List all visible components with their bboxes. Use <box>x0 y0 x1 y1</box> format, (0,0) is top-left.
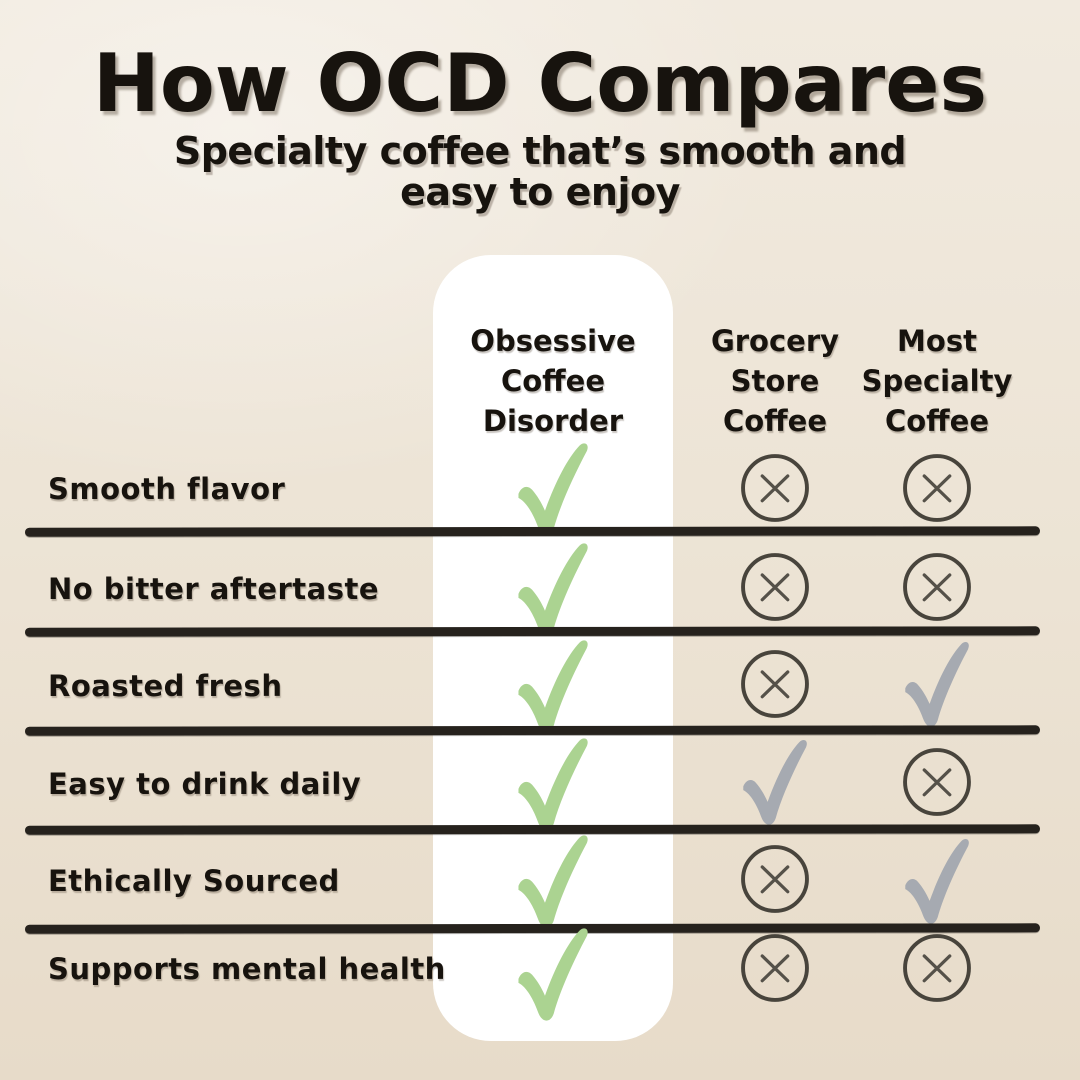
row-divider <box>24 626 1041 637</box>
table-cell <box>740 843 811 915</box>
subtitle-line-2: easy to enjoy <box>400 170 680 214</box>
check-icon <box>518 640 588 733</box>
x-circle-icon <box>903 748 971 816</box>
table-cell <box>511 637 595 735</box>
x-circle-icon <box>741 845 809 913</box>
check-icon <box>518 543 588 636</box>
table-cell <box>511 925 595 1023</box>
column-header-line: Specialty <box>861 364 1013 398</box>
table-cell <box>740 452 811 524</box>
table-cell <box>902 932 973 1004</box>
table-cell <box>902 551 973 623</box>
column-header-line: Obsessive <box>470 324 636 358</box>
page-title: How OCD Compares <box>92 37 988 130</box>
x-circle-icon <box>903 934 971 1002</box>
row-label-roasted-fresh: Roasted fresh <box>48 669 283 703</box>
table-cell <box>740 648 811 720</box>
check-icon <box>743 740 807 825</box>
table-cell <box>511 540 595 638</box>
row-label-ethically-sourced: Ethically Sourced <box>48 864 340 898</box>
column-header-grocery-store-coffee: Grocery Store Coffee <box>685 321 865 441</box>
table-cell <box>511 735 595 833</box>
check-icon <box>905 839 969 924</box>
column-header-line: Coffee <box>884 404 990 438</box>
x-circle-icon <box>741 650 809 718</box>
check-icon <box>518 443 588 536</box>
x-circle-icon <box>741 934 809 1002</box>
column-header-line: Store <box>730 364 820 398</box>
column-header-most-specialty-coffee: Most Specialty Coffee <box>847 321 1027 441</box>
row-label-no-bitter-aftertaste: No bitter aftertaste <box>48 572 380 606</box>
subtitle-line-1: Specialty coffee that’s smooth and <box>173 129 907 173</box>
column-header-line: Coffee <box>500 364 606 398</box>
check-icon <box>518 928 588 1021</box>
table-cell <box>737 737 813 827</box>
table-cell <box>902 452 973 524</box>
row-label-supports-mental-health: Supports mental health <box>48 952 446 986</box>
table-cell <box>899 836 975 926</box>
check-icon <box>905 642 969 727</box>
column-header-obsessive-coffee-disorder: Obsessive Coffee Disorder <box>433 321 673 441</box>
x-circle-icon <box>903 553 971 621</box>
column-header-line: Disorder <box>482 404 624 438</box>
x-circle-icon <box>903 454 971 522</box>
table-cell <box>902 746 973 818</box>
table-cell <box>511 832 595 930</box>
check-icon <box>518 738 588 831</box>
column-header-line: Grocery <box>710 324 840 358</box>
column-header-line: Most <box>897 324 977 358</box>
column-header-line: Coffee <box>722 404 828 438</box>
check-icon <box>518 835 588 928</box>
table-cell <box>740 932 811 1004</box>
row-divider <box>24 526 1041 537</box>
page-subtitle: Specialty coffee that’s smooth and easy … <box>0 131 1080 213</box>
x-circle-icon <box>741 553 809 621</box>
table-cell <box>899 639 975 729</box>
row-label-smooth-flavor: Smooth flavor <box>48 472 286 506</box>
table-cell <box>740 551 811 623</box>
x-circle-icon <box>741 454 809 522</box>
row-label-easy-to-drink-daily: Easy to drink daily <box>48 767 362 801</box>
table-cell <box>511 440 595 538</box>
